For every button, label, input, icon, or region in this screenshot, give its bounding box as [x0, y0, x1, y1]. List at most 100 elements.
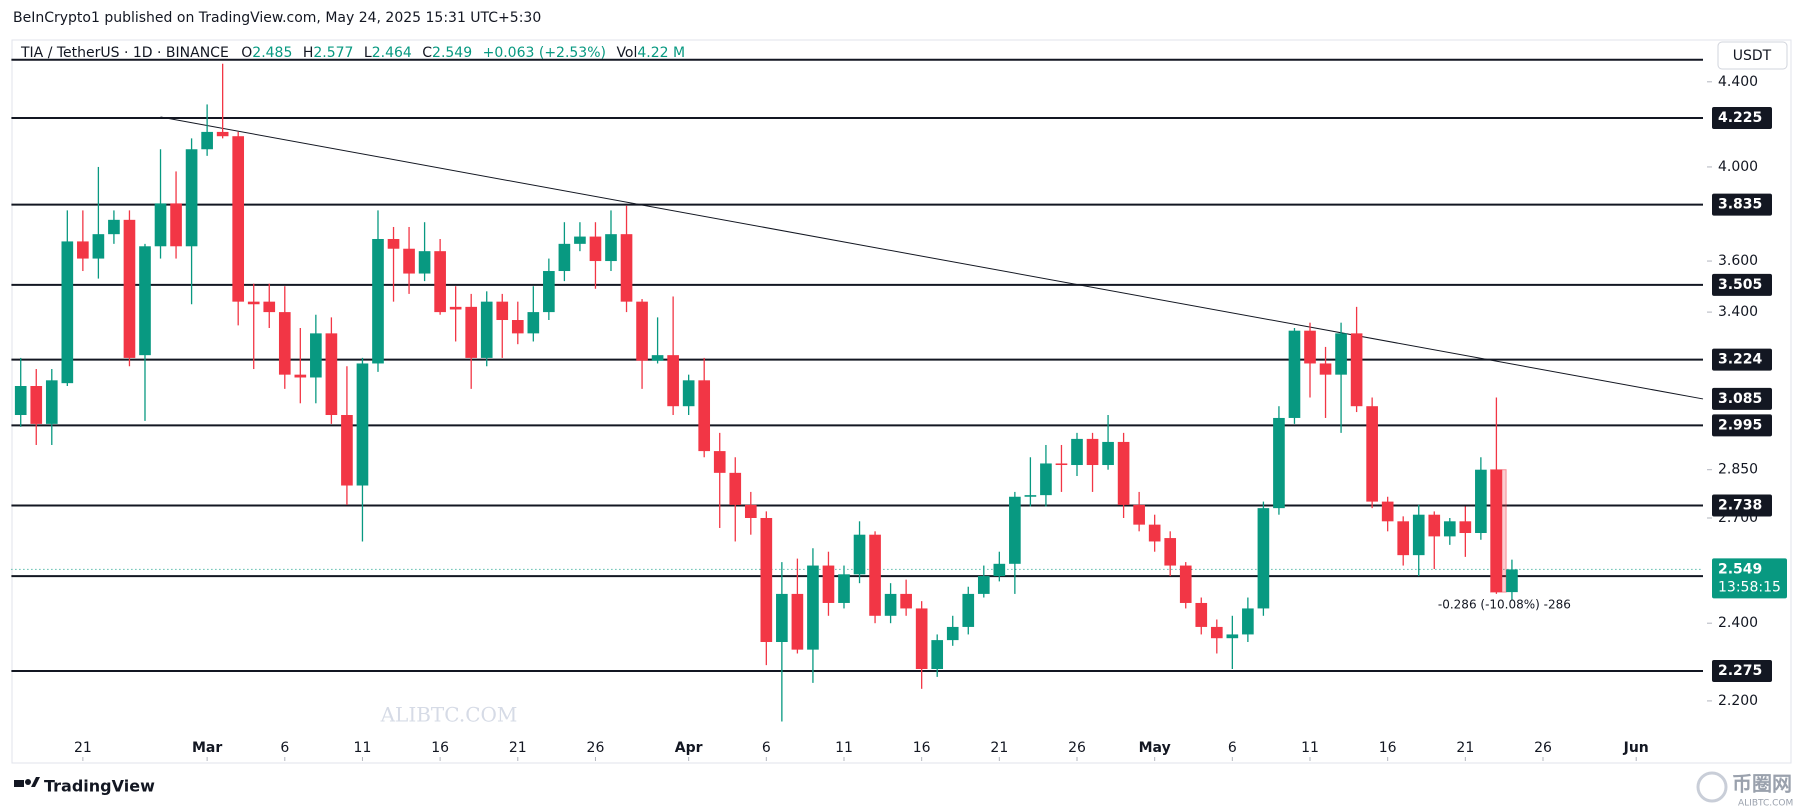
- candle-body: [527, 312, 540, 334]
- candle: [185, 138, 198, 305]
- y-tick-label: 2.850: [1718, 462, 1758, 478]
- candle: [558, 222, 571, 282]
- candle: [1009, 491, 1021, 594]
- x-tick-label: 16: [431, 740, 449, 756]
- candle: [915, 601, 928, 689]
- candle: [92, 166, 105, 279]
- candle: [1350, 306, 1363, 413]
- currency-button[interactable]: [1717, 41, 1788, 70]
- candle: [247, 283, 260, 370]
- candle: [1490, 397, 1503, 594]
- x-tick-label: May: [1139, 740, 1171, 756]
- candle: [170, 171, 182, 259]
- candle-body: [108, 219, 120, 235]
- candle-body: [1133, 504, 1145, 525]
- candle: [1288, 328, 1301, 424]
- candle-body: [77, 241, 89, 259]
- x-tick-label: Mar: [192, 740, 222, 756]
- level-label: 3.505: [1718, 277, 1762, 293]
- candle-body: [1179, 565, 1192, 603]
- candle-body: [216, 131, 229, 137]
- candle: [1195, 597, 1208, 635]
- candle: [108, 210, 120, 244]
- candle: [403, 226, 415, 294]
- candle-body: [900, 593, 912, 609]
- volume: 4.22 M: [637, 45, 685, 61]
- candle-body: [1381, 501, 1394, 522]
- y-tick-label: 3.400: [1718, 304, 1758, 320]
- candle-body: [232, 136, 245, 302]
- x-tick-label: 21: [509, 740, 527, 756]
- candle-body: [465, 306, 478, 358]
- candle: [341, 366, 353, 505]
- measure-label: -0.286 (-10.08%) -286: [1438, 597, 1571, 611]
- candle-body: [869, 534, 881, 616]
- candle-body: [760, 517, 773, 643]
- close-label: C: [422, 45, 432, 61]
- candle: [201, 104, 213, 156]
- candle-body: [946, 626, 959, 641]
- candle: [589, 222, 602, 289]
- logo-part: [14, 780, 24, 787]
- candle-body: [915, 608, 928, 670]
- candle-body: [325, 333, 338, 416]
- level-label: 2.995: [1718, 417, 1762, 433]
- candle: [511, 301, 524, 345]
- candle-body: [698, 380, 711, 452]
- price-label: 2.549: [1718, 561, 1762, 577]
- candle-body: [1117, 441, 1130, 505]
- level-label-box: [1712, 348, 1772, 371]
- high-value: 2.577: [313, 45, 353, 61]
- candle: [1273, 406, 1285, 515]
- price-label-box: [1712, 558, 1787, 599]
- candle: [931, 634, 944, 677]
- candle-body: [962, 593, 975, 627]
- candle: [729, 457, 742, 542]
- level-label-box: [1712, 494, 1772, 517]
- candle-body: [92, 234, 105, 259]
- trendline-label-box: [1712, 387, 1772, 410]
- level-label-box: [1712, 107, 1772, 130]
- candle: [900, 579, 912, 616]
- candle: [1443, 517, 1456, 545]
- candle: [744, 491, 757, 535]
- candle-body: [1210, 626, 1223, 639]
- y-tick-label: 2.400: [1718, 615, 1758, 631]
- candle: [853, 521, 866, 584]
- volume-label: Vol: [616, 45, 637, 61]
- candle: [216, 63, 229, 139]
- candle-body: [123, 219, 136, 358]
- candle: [713, 432, 726, 528]
- candle: [543, 258, 555, 321]
- open-label: O: [241, 45, 252, 61]
- candle-body: [993, 563, 1006, 577]
- x-tick-label: 6: [762, 740, 771, 756]
- x-tick-label: 16: [913, 740, 931, 756]
- candle: [1164, 531, 1177, 577]
- candle-body: [294, 374, 307, 378]
- candle: [977, 565, 990, 598]
- candle: [232, 131, 245, 326]
- candle: [1210, 619, 1223, 654]
- candle: [1459, 506, 1472, 557]
- candle-body: [620, 234, 633, 302]
- candle: [1257, 501, 1270, 616]
- candle-body: [574, 236, 586, 244]
- candle-body: [263, 301, 276, 313]
- x-tick-label: 11: [1301, 740, 1319, 756]
- x-tick-label: 21: [990, 740, 1008, 756]
- candle: [418, 222, 431, 282]
- chart-header: TIA / TetherUS · 1D · BINANCE O2.485 H2.…: [20, 45, 685, 61]
- candle-body: [1397, 521, 1410, 556]
- level-label-box: [1712, 273, 1772, 296]
- currency[interactable]: USDT: [1733, 48, 1772, 64]
- candle-body: [822, 565, 835, 603]
- x-tick-label: 21: [74, 740, 92, 756]
- candle: [310, 314, 322, 404]
- candle-body: [1412, 514, 1425, 556]
- candle-body: [1226, 634, 1239, 639]
- candle: [1242, 597, 1254, 643]
- level-label-box: [1712, 414, 1772, 437]
- y-tick-label: 2.200: [1718, 693, 1758, 709]
- watermark: ALIBTC.COM: [380, 703, 518, 727]
